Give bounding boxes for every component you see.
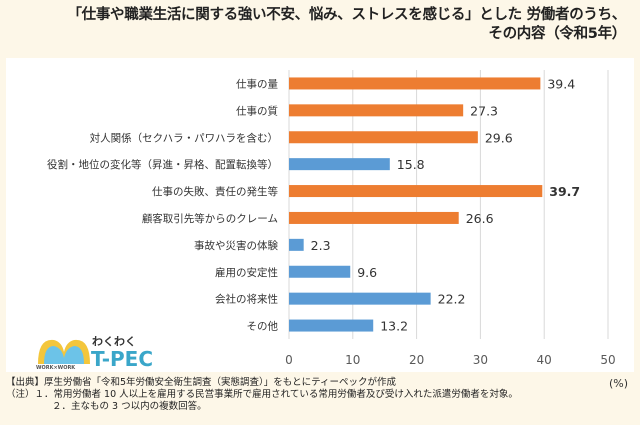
note-1: （注）１．常用労働者 10 人以上を雇用する民営事業所で雇用されている常用労働者… [6,389,518,400]
x-tick-label: 10 [345,353,360,367]
category-label: 会社の将来性 [215,293,278,306]
data-label: 39.4 [547,76,575,91]
bar [289,292,431,305]
category-label: 仕事の量 [236,77,278,90]
bar [289,77,541,90]
chart-title: 「仕事や職業生活に関する強い不安、悩み、ストレスを感じる」とした 労働者のうち、… [67,6,626,44]
data-label: 27.3 [470,103,498,118]
data-label: 2.3 [311,238,331,253]
category-label: 仕事の質 [236,104,278,117]
category-label: 顧客取引先等からのクレーム [142,212,278,225]
title-line1: 「仕事や職業生活に関する強い不安、悩み、ストレスを感じる」とした 労働者のうち、 [67,7,626,23]
category-label: 仕事の失敗、責任の発生等 [152,185,278,198]
data-label: 9.6 [357,265,377,280]
category-label: 雇用の安定性 [215,266,278,279]
bar [289,104,464,117]
x-tick-label: 40 [537,353,552,367]
logo-main: T-PEC [91,347,153,370]
bar-chart: 0 10 20 30 40 50 仕事の量 39.4 仕事の質 27.3 対人関係（セクハラ・パワハ… [47,70,616,367]
data-label: 15.8 [397,157,425,172]
x-tick-label: 0 [285,353,293,367]
category-label: 役割・地位の変化等（昇進・昇格、配置転換等） [47,158,278,171]
bar [289,158,390,171]
footnotes: 【出典】厚生労働省「令和5年労働安全衛生調査（実態調査）」をもとにティーペックが… [6,377,518,413]
category-label: その他 [247,320,279,333]
chart-panel: 0 10 20 30 40 50 仕事の量 39.4 仕事の質 27.3 対人関係（セクハラ・パワハ… [6,58,634,372]
data-label: 29.6 [485,130,513,145]
category-label: 事故や災害の体験 [194,239,278,252]
source-note: 【出典】厚生労働省「令和5年労働安全衛生調査（実態調査）」をもとにティーペックが… [6,377,397,388]
bar [289,211,459,224]
data-label: 22.2 [438,292,466,307]
data-label: 13.2 [380,319,408,334]
logo-top: わくわく [92,335,136,348]
bar [289,265,351,278]
unit-label: (%) [608,377,628,390]
bar [289,131,478,144]
note-2: ２．主なもの 3 つ以内の複数回答。 [52,401,207,412]
x-tick-label: 20 [409,353,424,367]
bar [289,238,304,251]
title-line2: その内容（令和5年） [488,26,626,42]
bar [289,185,543,198]
data-label: 39.7 [549,184,580,199]
bar [289,319,374,332]
x-tick-label: 50 [600,353,615,367]
x-tick-label: 30 [473,353,488,367]
data-label: 26.6 [466,211,494,226]
tpec-logo: WORK×WORK わくわく T-PEC [36,335,153,370]
logo-sub: WORK×WORK [36,365,76,370]
category-label: 対人関係（セクハラ・パワハラを含む） [90,131,278,144]
